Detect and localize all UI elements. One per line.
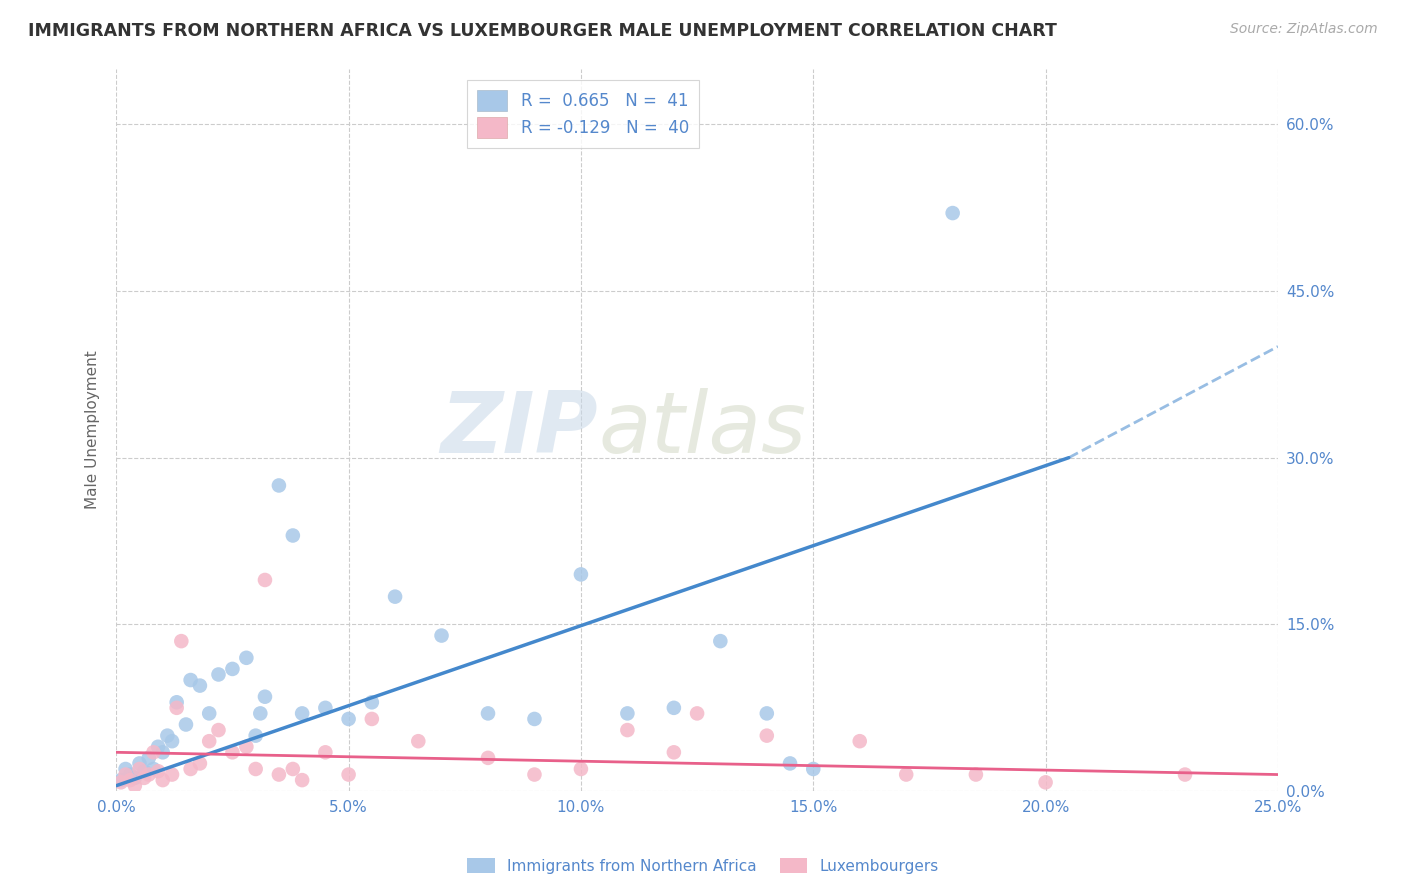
- Point: [360, 695, 382, 709]
- Point: [430, 629, 453, 643]
- Point: [114, 762, 136, 776]
- Point: [180, 673, 202, 687]
- Point: [1174, 767, 1197, 781]
- Point: [709, 634, 731, 648]
- Text: IMMIGRANTS FROM NORTHERN AFRICA VS LUXEMBOURGER MALE UNEMPLOYMENT CORRELATION CH: IMMIGRANTS FROM NORTHERN AFRICA VS LUXEM…: [28, 22, 1057, 40]
- Point: [124, 771, 146, 785]
- Point: [291, 773, 314, 788]
- Point: [942, 206, 965, 220]
- Point: [166, 701, 188, 715]
- Legend: R =  0.665   N =  41, R = -0.129   N =  40: R = 0.665 N = 41, R = -0.129 N = 40: [467, 80, 699, 148]
- Point: [616, 706, 638, 721]
- Point: [152, 745, 174, 759]
- Point: [384, 590, 406, 604]
- Y-axis label: Male Unemployment: Male Unemployment: [86, 351, 100, 509]
- Point: [267, 478, 290, 492]
- Point: [360, 712, 382, 726]
- Point: [160, 734, 183, 748]
- Point: [616, 723, 638, 737]
- Point: [253, 690, 276, 704]
- Point: [337, 767, 360, 781]
- Point: [152, 773, 174, 788]
- Point: [569, 567, 592, 582]
- Point: [156, 729, 179, 743]
- Point: [138, 767, 160, 781]
- Point: [755, 706, 778, 721]
- Point: [235, 739, 257, 754]
- Point: [146, 764, 169, 779]
- Point: [523, 712, 546, 726]
- Point: [662, 745, 685, 759]
- Point: [477, 751, 499, 765]
- Point: [314, 745, 336, 759]
- Point: [249, 706, 271, 721]
- Point: [523, 767, 546, 781]
- Point: [166, 695, 188, 709]
- Point: [779, 756, 801, 771]
- Point: [142, 745, 165, 759]
- Point: [221, 745, 243, 759]
- Text: ZIP: ZIP: [440, 388, 599, 471]
- Point: [896, 767, 918, 781]
- Point: [965, 767, 987, 781]
- Point: [114, 767, 136, 781]
- Point: [146, 739, 169, 754]
- Point: [134, 771, 156, 785]
- Point: [128, 762, 150, 776]
- Point: [1035, 775, 1057, 789]
- Point: [801, 762, 824, 776]
- Point: [408, 734, 430, 748]
- Point: [180, 762, 202, 776]
- Point: [662, 701, 685, 715]
- Text: Source: ZipAtlas.com: Source: ZipAtlas.com: [1230, 22, 1378, 37]
- Point: [138, 751, 160, 765]
- Point: [198, 706, 221, 721]
- Point: [291, 706, 314, 721]
- Point: [245, 762, 267, 776]
- Point: [188, 756, 211, 771]
- Point: [755, 729, 778, 743]
- Point: [477, 706, 499, 721]
- Point: [267, 767, 290, 781]
- Point: [281, 528, 304, 542]
- Point: [253, 573, 276, 587]
- Point: [337, 712, 360, 726]
- Point: [120, 773, 142, 788]
- Point: [281, 762, 304, 776]
- Point: [235, 650, 257, 665]
- Point: [686, 706, 709, 721]
- Point: [174, 717, 197, 731]
- Point: [314, 701, 336, 715]
- Point: [207, 723, 229, 737]
- Point: [848, 734, 870, 748]
- Legend: Immigrants from Northern Africa, Luxembourgers: Immigrants from Northern Africa, Luxembo…: [461, 852, 945, 880]
- Point: [128, 756, 150, 771]
- Text: atlas: atlas: [599, 388, 807, 471]
- Point: [207, 667, 229, 681]
- Point: [188, 679, 211, 693]
- Point: [124, 779, 146, 793]
- Point: [142, 762, 165, 776]
- Point: [569, 762, 592, 776]
- Point: [110, 773, 132, 788]
- Point: [170, 634, 193, 648]
- Point: [245, 729, 267, 743]
- Point: [110, 775, 132, 789]
- Point: [160, 767, 183, 781]
- Point: [134, 764, 156, 779]
- Point: [221, 662, 243, 676]
- Point: [120, 767, 142, 781]
- Point: [198, 734, 221, 748]
